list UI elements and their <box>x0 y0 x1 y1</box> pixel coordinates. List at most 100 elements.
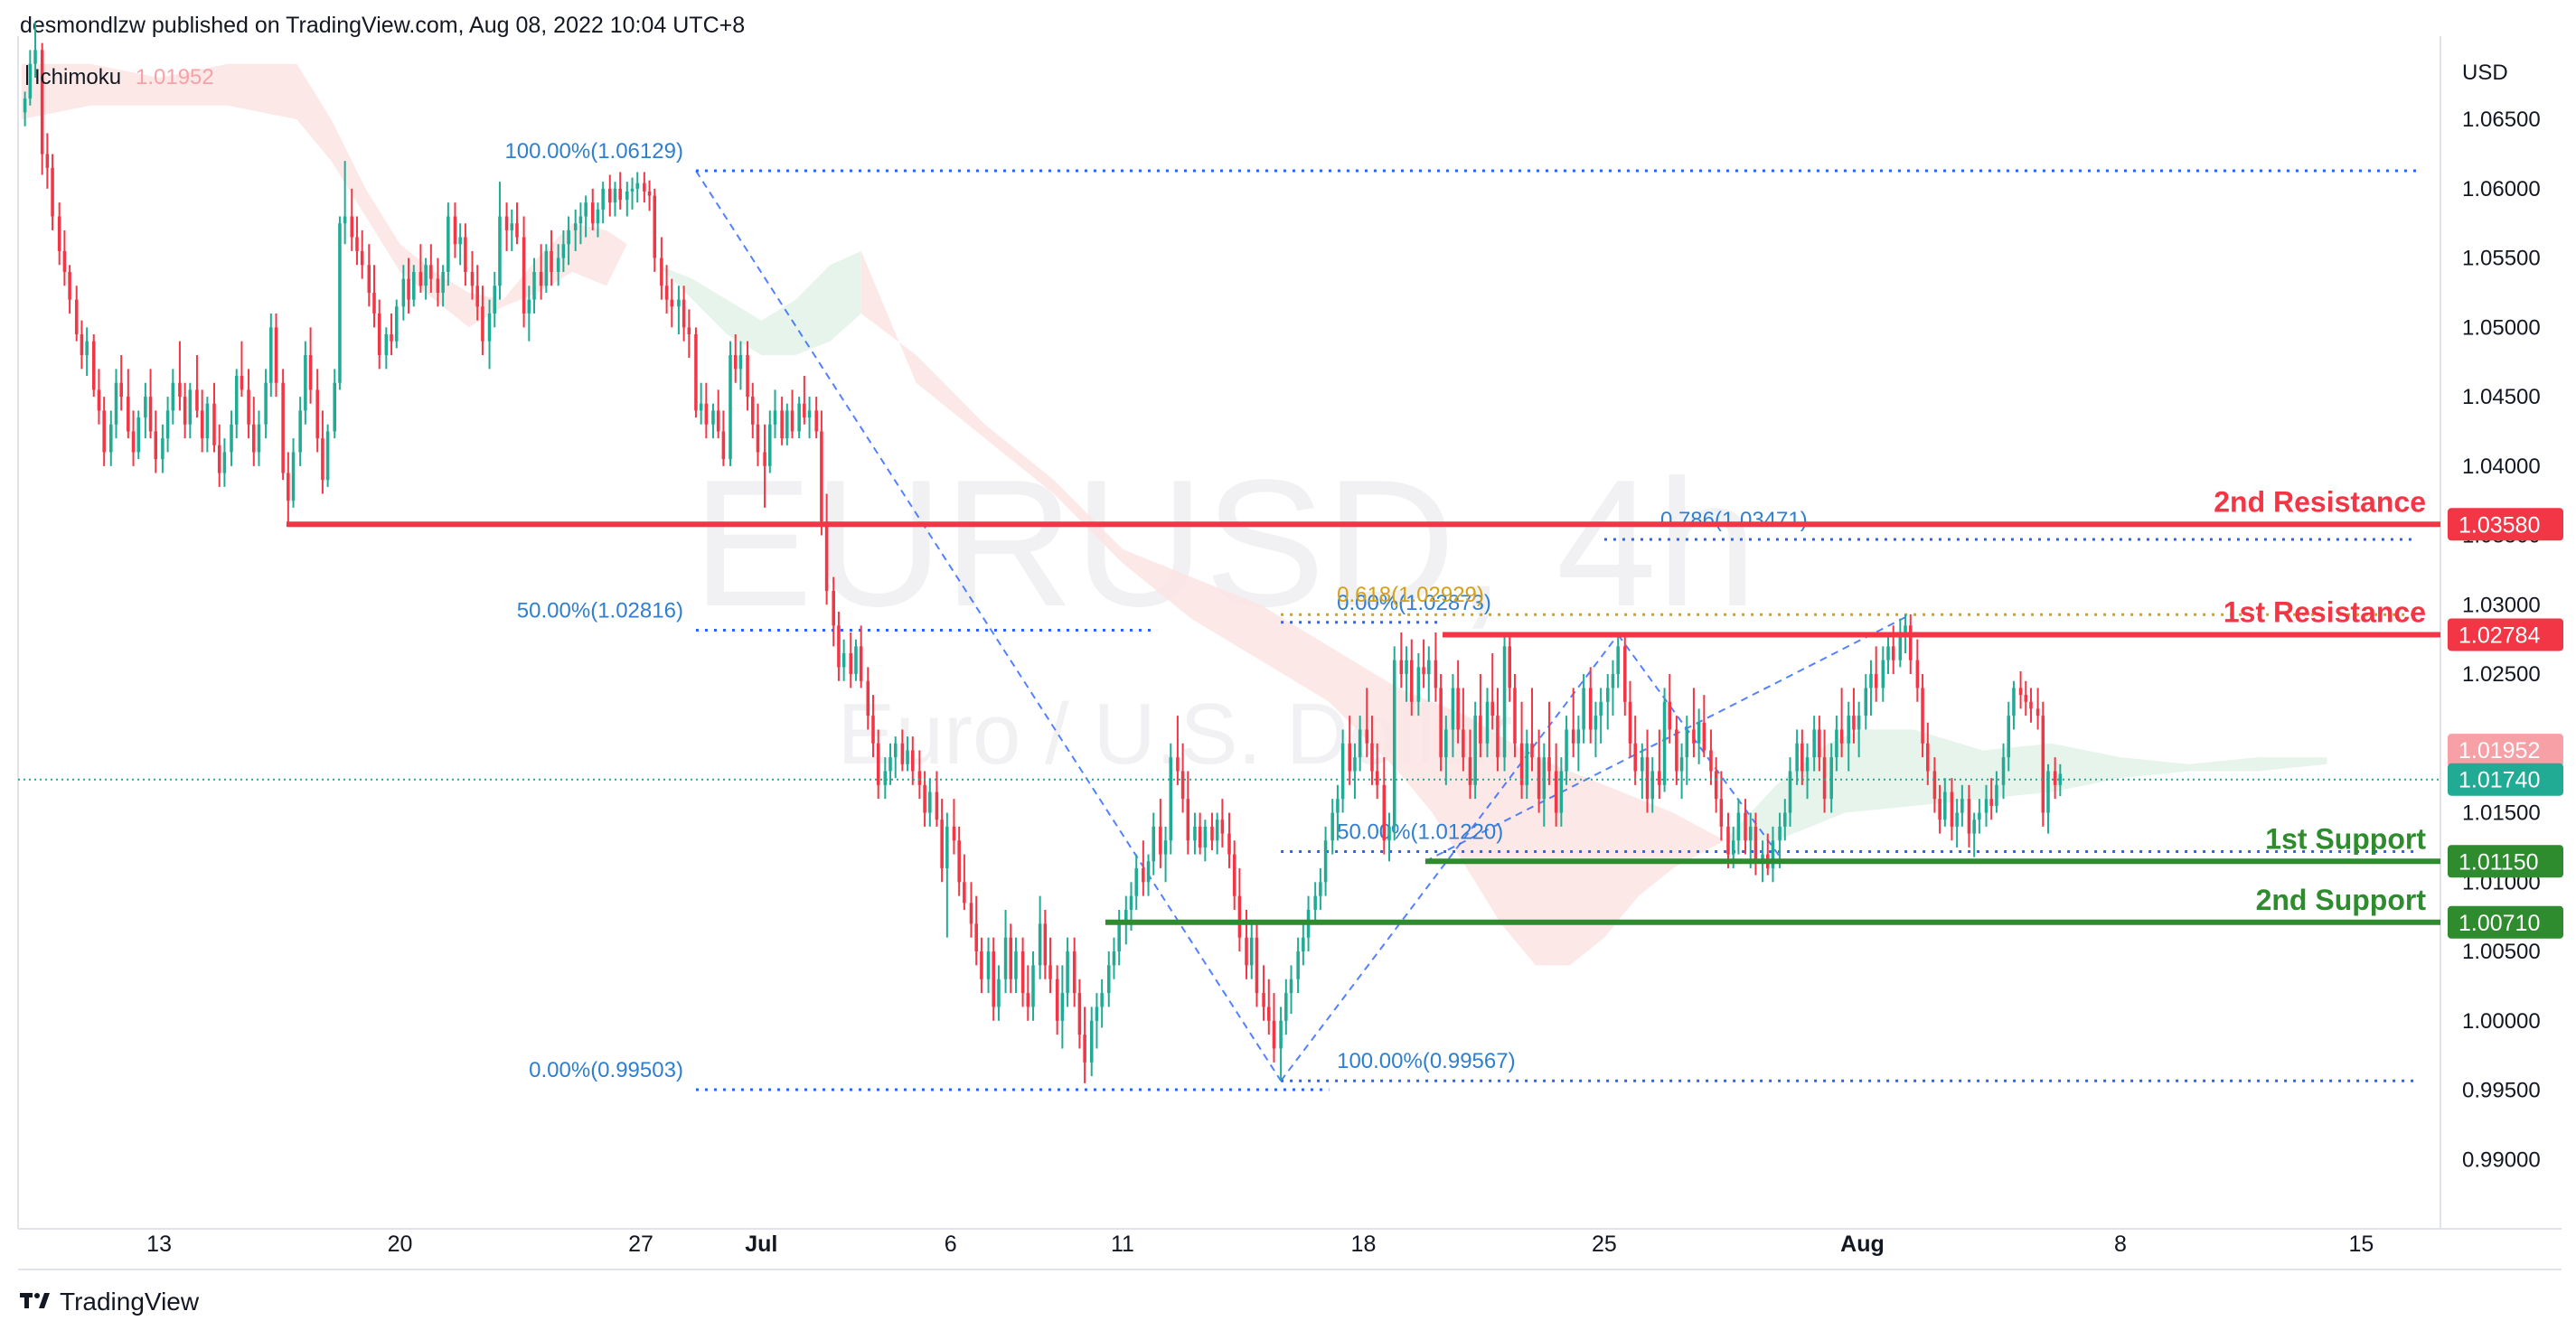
time-tick-label: 18 <box>1351 1232 1377 1257</box>
fib-swing-line <box>1280 633 1619 1082</box>
candle-body <box>1576 729 1581 744</box>
candle-body <box>458 237 462 245</box>
candle-body <box>1382 784 1387 841</box>
candle-body <box>1451 688 1455 730</box>
candle-body <box>1719 799 1724 827</box>
candle-body <box>785 410 789 439</box>
candle-body <box>849 653 853 675</box>
candle-body <box>1605 688 1610 702</box>
candle-body <box>704 403 709 425</box>
candle-body <box>264 382 268 425</box>
price-label-box <box>2448 618 2563 651</box>
candle-body <box>1289 979 1293 994</box>
candle-body <box>372 292 376 314</box>
candle-body <box>969 903 973 924</box>
candle-body <box>1203 826 1208 848</box>
candle-body <box>917 771 922 785</box>
candle-body <box>522 237 526 314</box>
candle-body <box>768 424 772 466</box>
publish-line: desmondlzw published on TradingView.com,… <box>20 13 746 38</box>
candle-body <box>1117 923 1121 952</box>
candle-body <box>1502 646 1507 758</box>
candle-body <box>1375 771 1379 785</box>
candle-body <box>1795 743 1799 772</box>
candle-body <box>1967 799 1971 834</box>
candle-body <box>1089 1020 1094 1063</box>
candle-body <box>866 680 870 717</box>
tradingview-brand[interactable]: TradingView <box>20 1287 199 1317</box>
candle-body <box>2058 773 2063 785</box>
candle-body <box>1353 757 1357 772</box>
price-axis[interactable]: USD 1.06500 1.06000 1.05500 1.05000 1.04500 1.… <box>2448 61 2563 1172</box>
candle-body <box>1839 729 1844 744</box>
time-axis[interactable]: 13 20 27 Jul 6 11 18 25 Aug 8 15 <box>146 1232 2374 1257</box>
price-label-text: 1.01952 <box>2458 738 2540 763</box>
candle-body <box>515 223 519 238</box>
candle-body <box>1679 757 1684 772</box>
candle-body <box>2053 771 2057 785</box>
candle-body <box>1405 660 1408 675</box>
candle-body <box>453 216 457 245</box>
candle-body <box>1416 667 1421 702</box>
candle-body <box>1279 1020 1283 1049</box>
candle-body <box>1340 743 1345 800</box>
candle-body <box>2046 771 2050 813</box>
candle-body <box>911 750 915 772</box>
candle-body <box>1180 771 1185 800</box>
candle-body <box>274 327 278 383</box>
candle-body <box>1220 820 1225 834</box>
candle-body <box>807 410 812 418</box>
candle-body <box>498 216 502 286</box>
candle-body <box>1003 937 1008 979</box>
candle-body <box>1336 799 1340 813</box>
candle-body <box>532 271 536 300</box>
candle-body <box>384 334 389 356</box>
candlesticks <box>23 22 2063 1083</box>
fib-level-label: 0.00%(0.99503) <box>529 1058 683 1082</box>
price-tick-label: 1.04000 <box>2462 454 2541 479</box>
candle-body <box>1565 729 1568 772</box>
candle-body <box>750 397 755 425</box>
price-label-box <box>2448 763 2563 796</box>
candle-body <box>510 223 514 230</box>
candle-body <box>504 216 509 230</box>
candle-body <box>1978 812 1981 820</box>
candle-body <box>1926 743 1930 772</box>
price-label-box <box>2448 905 2563 939</box>
candle-body <box>28 63 33 99</box>
candle-body <box>1427 660 1431 675</box>
candle-body <box>1908 625 1913 660</box>
candle-body <box>814 410 818 432</box>
candle-body <box>57 216 61 251</box>
candle-body <box>45 154 50 168</box>
candle-body <box>682 299 686 328</box>
candle-body <box>1519 743 1524 785</box>
candle-body <box>401 278 406 307</box>
candle-body <box>447 216 450 272</box>
candle-body <box>694 334 698 411</box>
candle-body <box>1009 937 1013 979</box>
candle-body <box>763 452 766 466</box>
cloud-segment-green <box>1725 729 2327 841</box>
time-tick-label: 6 <box>945 1232 957 1257</box>
candle-body <box>643 183 646 192</box>
candle-body <box>1571 729 1575 744</box>
candle-body <box>539 271 543 286</box>
candle-body <box>367 265 371 293</box>
candle-body <box>1176 757 1180 772</box>
price-label-text: 1.02784 <box>2458 623 2540 648</box>
candle-body <box>1731 840 1735 855</box>
candle-body <box>1530 743 1534 758</box>
candle-body <box>1262 993 1265 1007</box>
candle-body <box>333 382 336 432</box>
candle-body <box>1829 757 1833 800</box>
price-label-box <box>2448 845 2563 878</box>
candle-body <box>85 341 89 356</box>
price-axis-unit: USD <box>2462 61 2508 85</box>
candle-body <box>1898 632 1903 660</box>
time-tick-label: 27 <box>628 1232 653 1257</box>
candle-body <box>653 195 657 258</box>
candle-body <box>1864 688 1868 717</box>
candle-body <box>1881 660 1885 688</box>
